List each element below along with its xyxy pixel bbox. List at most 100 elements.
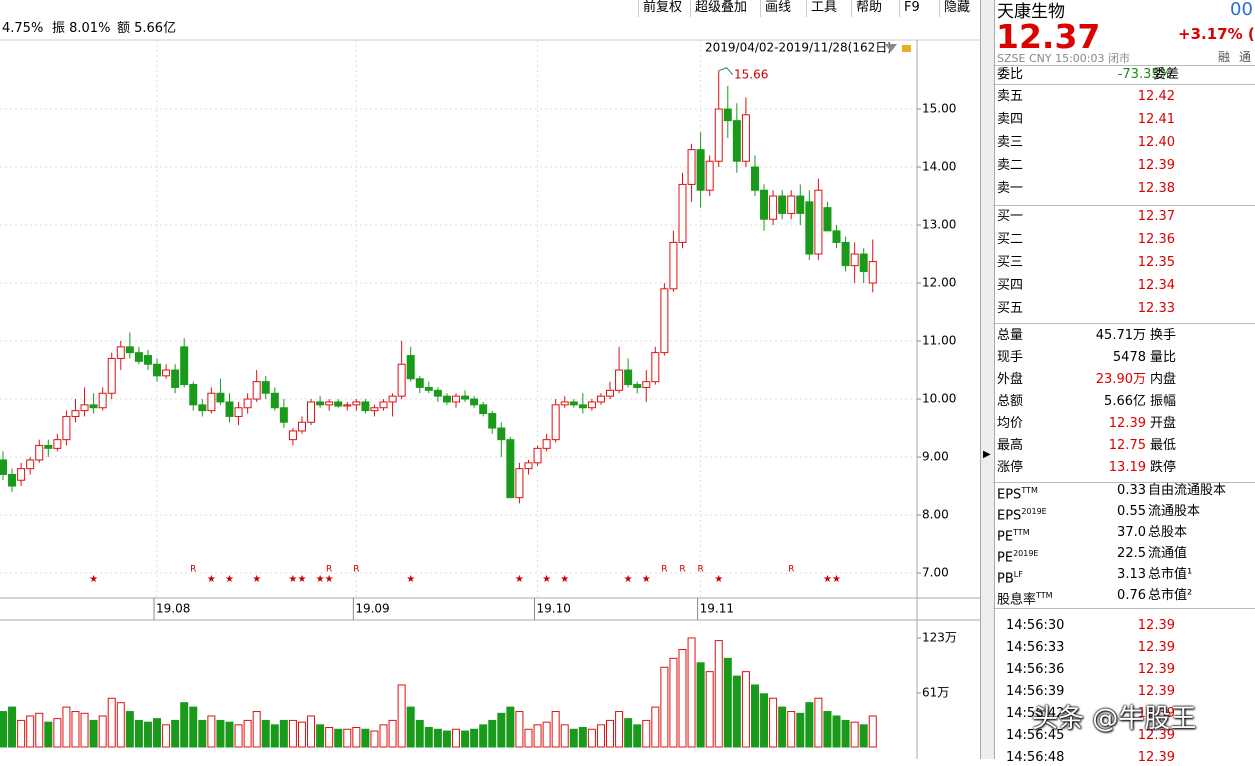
candle-body: [234, 407, 243, 417]
fund-label: 股息率TTM: [997, 591, 1053, 608]
order-label: 卖一: [997, 181, 1024, 196]
collapse-arrow[interactable]: ▶: [983, 449, 991, 460]
candle-body: [461, 395, 470, 400]
candle-body: [80, 404, 89, 412]
volume-bar: [669, 657, 678, 748]
volume-bar: [569, 728, 578, 748]
fund-value: 37.0: [1117, 525, 1146, 540]
candle-body: [198, 404, 207, 412]
stat-value: 12.39: [1108, 416, 1146, 431]
candle-body: [660, 288, 669, 354]
volume-bar: [642, 719, 651, 748]
volume-bar: [397, 684, 406, 748]
separator: [993, 482, 1255, 483]
volume-bar: [841, 719, 850, 748]
lock-icon: [902, 45, 911, 52]
volume-bar: [515, 711, 524, 748]
fund-value: 3.13: [1117, 567, 1146, 582]
volume-bar: [116, 702, 125, 748]
y-tick-label: 11.00: [922, 334, 956, 348]
event-marker: ★: [515, 574, 524, 585]
toolbar-button[interactable]: F9: [899, 0, 924, 17]
order-label: 买一: [997, 209, 1024, 224]
candle-body: [787, 195, 796, 214]
toolbar-button[interactable]: 隐藏: [939, 0, 974, 17]
candle-body: [134, 352, 143, 362]
fund-label: 总市值¹: [1148, 567, 1193, 582]
toolbar-button[interactable]: 帮助: [851, 0, 886, 17]
candle-body: [778, 195, 787, 214]
range-label: 2019/04/02-2019/11/28(162日): [705, 41, 892, 55]
order-price: 12.35: [1137, 255, 1175, 270]
stat-text: 4.75%: [2, 21, 44, 36]
stat-label: 外盘: [997, 372, 1024, 387]
stat-value: 5.66亿: [1104, 394, 1146, 409]
candle-body: [207, 392, 216, 412]
order-label: 卖四: [997, 112, 1024, 127]
toolbar-button[interactable]: 画线: [760, 0, 795, 17]
candle-body: [379, 401, 388, 409]
fund-label: 总市值²: [1148, 588, 1193, 603]
volume-bar: [162, 724, 171, 748]
volume-bar: [442, 730, 451, 748]
volume-bar: [89, 719, 98, 748]
volume-bar: [787, 711, 796, 748]
volume-bar: [433, 728, 442, 748]
toolbar-button[interactable]: 工具: [806, 0, 841, 17]
order-price: 12.37: [1137, 209, 1175, 224]
candle-body: [53, 439, 62, 449]
stat-label: 现手: [997, 350, 1024, 365]
y-tick-label: 14.00: [922, 160, 956, 174]
volume-bar: [17, 719, 26, 748]
order-label: 买五: [997, 301, 1024, 316]
tick-time: 14:56:36: [1006, 662, 1065, 677]
stat-label: 最低: [1150, 438, 1177, 453]
candle-body: [44, 444, 53, 449]
candle-body: [551, 404, 560, 441]
order-label: 卖五: [997, 89, 1024, 104]
volume-bar: [859, 724, 868, 748]
candle-body: [696, 149, 705, 191]
candle-body: [406, 355, 415, 380]
volume-bar: [452, 728, 460, 748]
event-marker: R: [326, 565, 332, 575]
stock-code: 00: [1230, 0, 1253, 20]
fund-sup: TTM: [1036, 591, 1053, 600]
order-price: 12.39: [1137, 158, 1175, 173]
event-marker: ★: [542, 574, 551, 585]
toolbar-button[interactable]: 超级叠加: [690, 0, 751, 17]
candle-body: [823, 207, 832, 232]
event-marker: ★: [252, 574, 261, 585]
info: SZSE CNY 15:00:03 闭市: [997, 52, 1130, 65]
volume-bar: [180, 702, 189, 748]
tick-time: 14:56:30: [1006, 618, 1065, 633]
stat-label: 内盘: [1150, 372, 1177, 387]
candle-body: [452, 395, 460, 403]
tick-time: 14:56:45: [1006, 728, 1065, 743]
volume-bar: [796, 712, 805, 748]
volume-bar: [488, 719, 497, 748]
volume-bar: [80, 712, 89, 748]
event-marker: ★: [288, 574, 297, 585]
event-marker: R: [661, 565, 667, 575]
volume-tick-label: 123万: [922, 630, 957, 644]
candle-body: [89, 404, 98, 409]
price: 12.37: [996, 17, 1101, 56]
volume-bar: [44, 721, 53, 748]
volume-bar: [750, 684, 759, 748]
candle-body: [261, 381, 270, 394]
tick-time: 14:56:42: [1006, 706, 1065, 721]
candle-body: [760, 189, 769, 220]
y-tick-label: 8.00: [922, 508, 949, 522]
candle-body: [316, 401, 325, 406]
volume-bar: [651, 706, 660, 748]
volume-bar: [379, 724, 388, 748]
stat-value: 13.19: [1108, 460, 1146, 475]
stock-name: 天康生物: [997, 2, 1065, 22]
order-label: 卖二: [997, 158, 1024, 173]
stat-label: 开盘: [1150, 416, 1177, 431]
event-marker: ★: [832, 574, 841, 585]
event-marker: R: [679, 565, 685, 575]
toolbar-button[interactable]: 前复权: [638, 0, 686, 17]
